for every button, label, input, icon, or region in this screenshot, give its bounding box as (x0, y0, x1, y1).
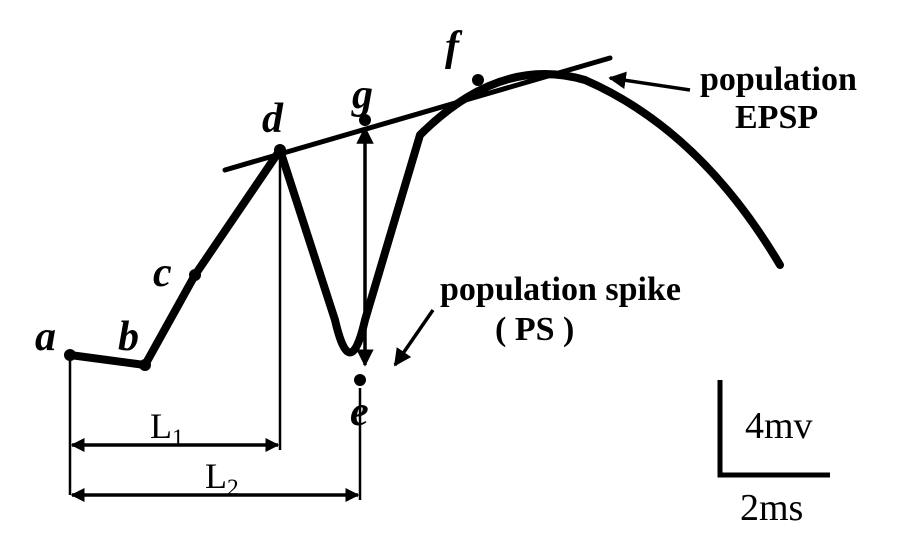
point-b (139, 359, 151, 371)
point-label-f: f (445, 24, 463, 70)
point-e (354, 374, 366, 386)
epsp-arrow (610, 78, 690, 90)
point-label-g: g (351, 72, 373, 118)
svg-text:L2: L2 (205, 456, 239, 501)
point-a (64, 349, 76, 361)
label-l2: L2 (205, 456, 239, 501)
scale-label-h: 2ms (740, 487, 803, 529)
svg-text:L1: L1 (150, 406, 184, 451)
ps-label-1: population spike (440, 271, 681, 308)
epsp-label-1: population (700, 61, 857, 98)
point-f (472, 74, 484, 86)
point-label-b: b (118, 314, 139, 360)
point-label-d: d (262, 96, 284, 142)
scale-label-v: 4mv (745, 405, 813, 447)
ps-label-2: ( PS ) (495, 311, 574, 348)
ps-arrow (395, 310, 433, 365)
point-label-a: a (35, 314, 56, 360)
point-d (274, 144, 286, 156)
point-label-e: e (350, 389, 369, 435)
label-l1: L1 (150, 406, 184, 451)
epsp-label-2: EPSP (735, 99, 818, 136)
point-c (189, 269, 201, 281)
point-label-c: c (153, 250, 172, 296)
